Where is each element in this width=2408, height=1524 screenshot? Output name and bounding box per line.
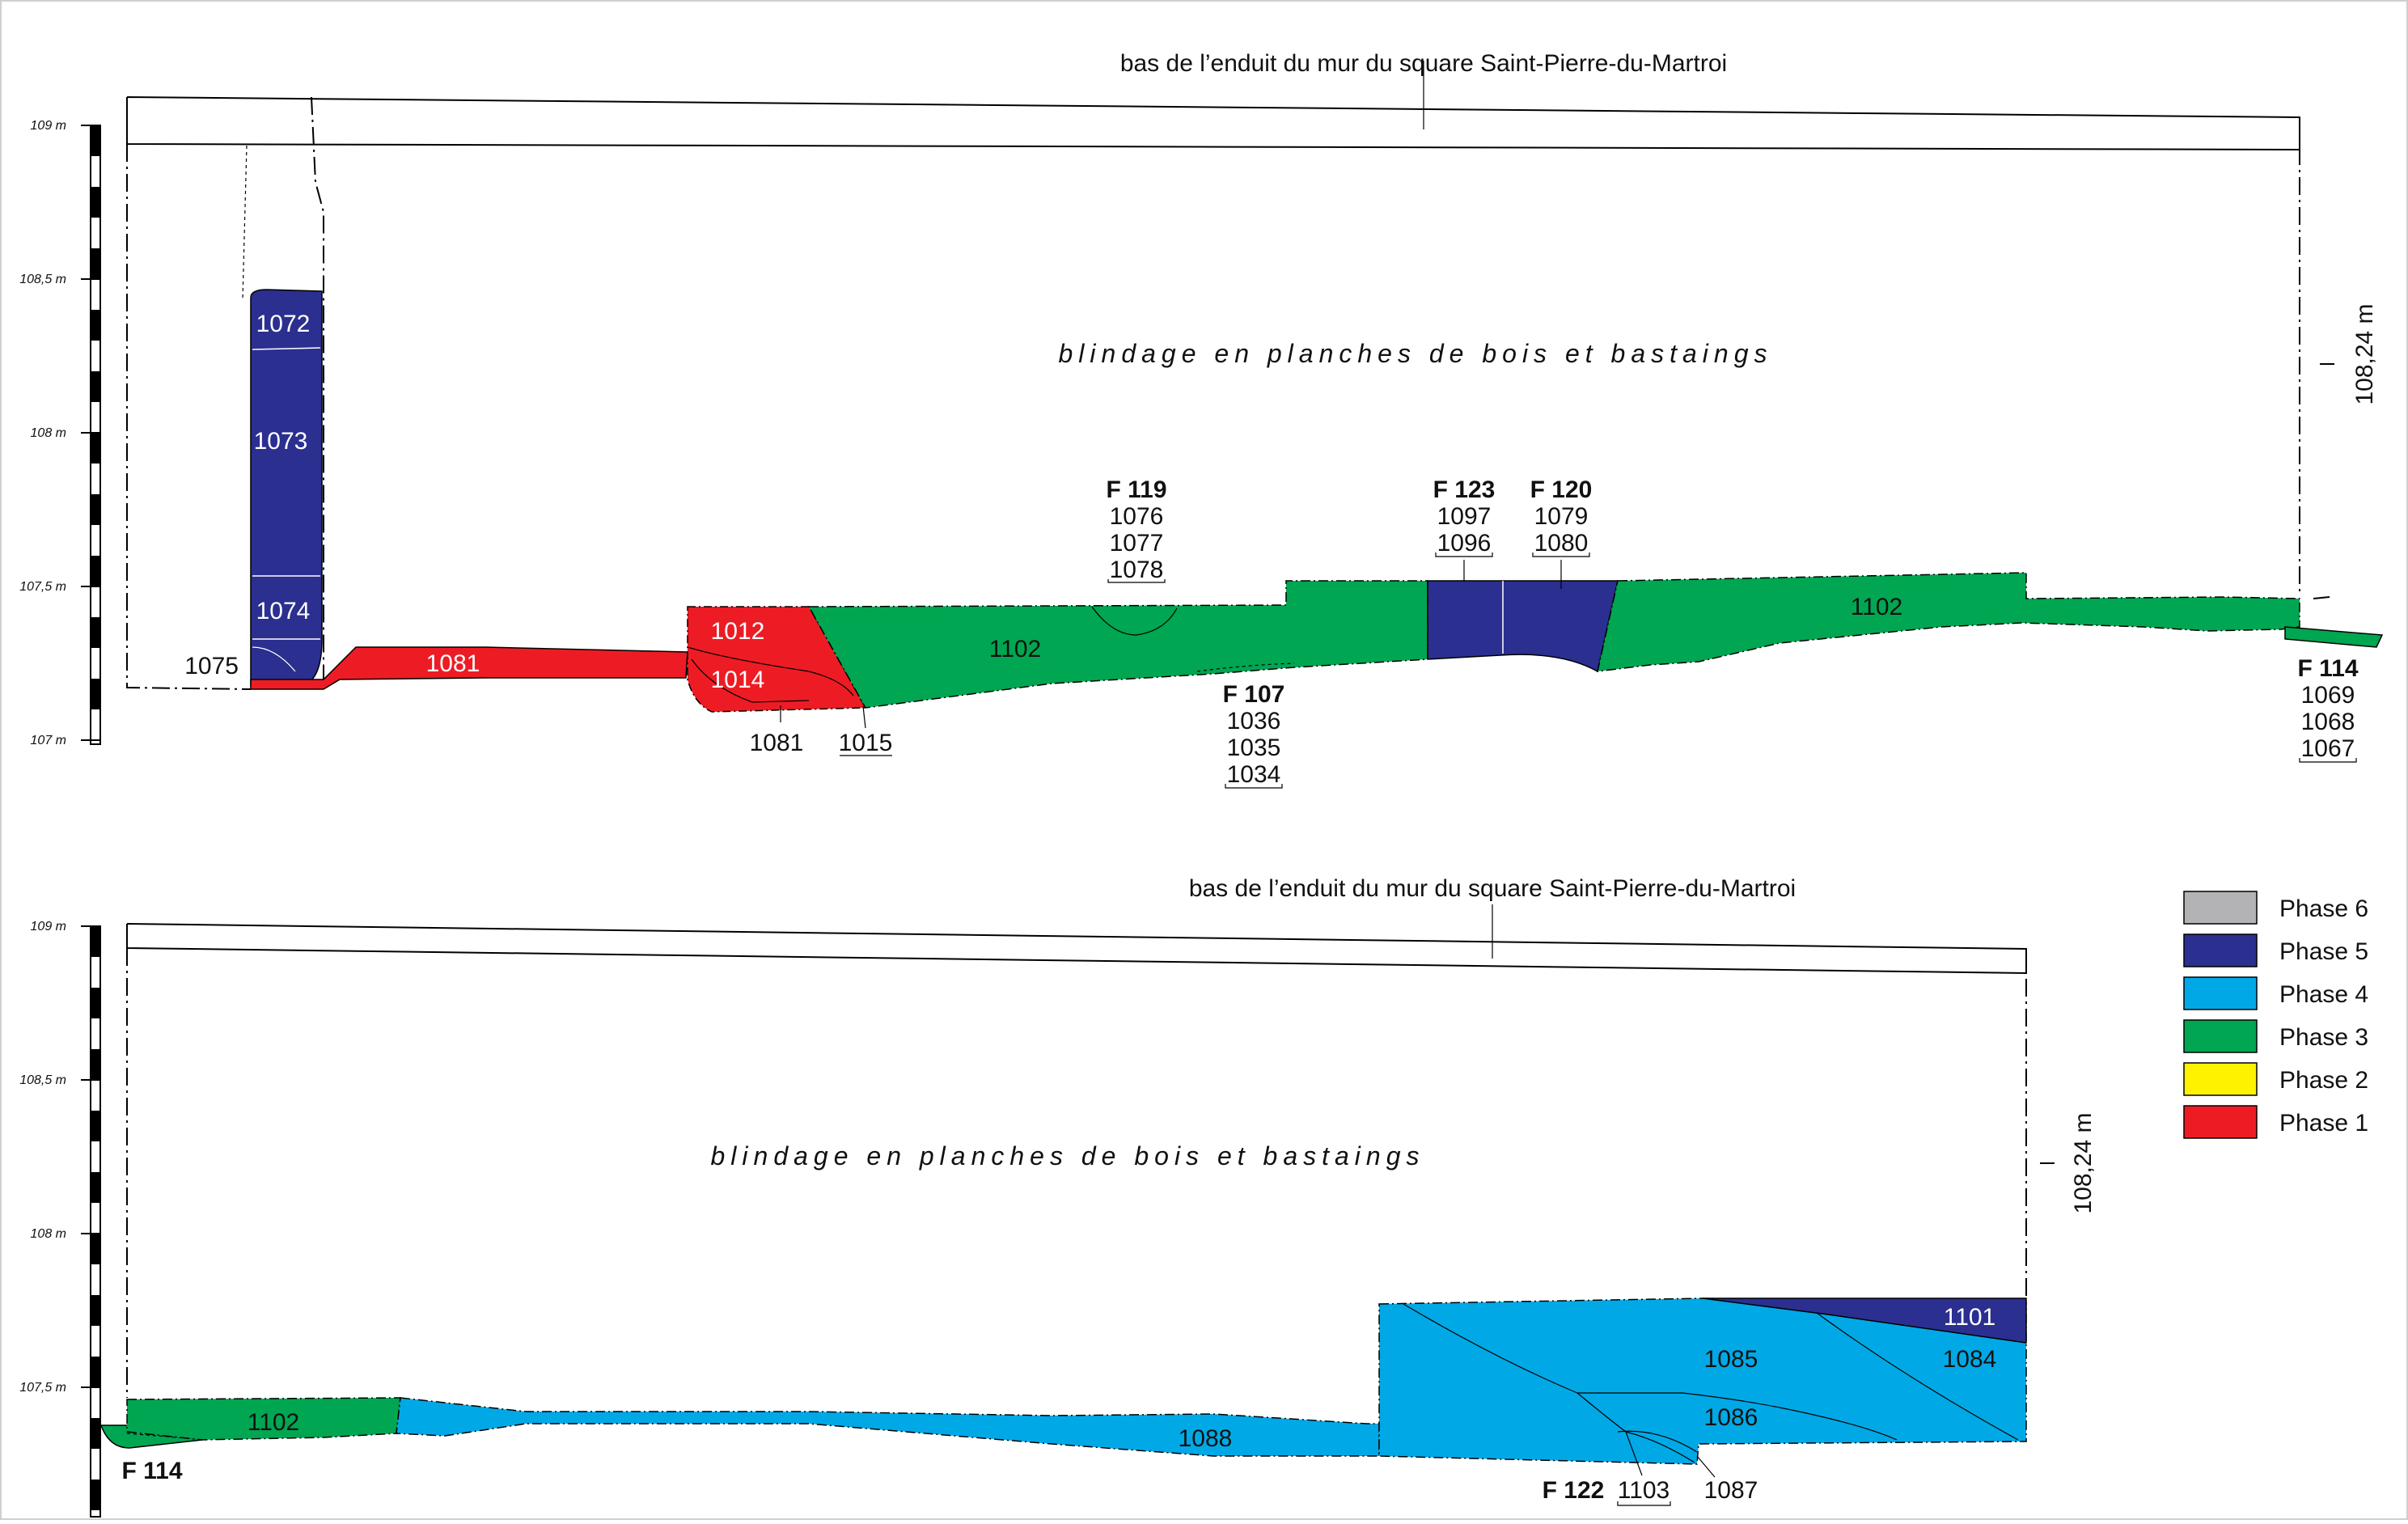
unit-1014: 1014 [711, 667, 765, 693]
unit-1081-a: 1081 [426, 650, 480, 677]
f107-1036: 1036 [1227, 708, 1281, 734]
unit-1081-b: 1081 [750, 730, 804, 756]
f123-name: F 123 [1433, 476, 1496, 503]
f123-f120-fill [1427, 580, 1619, 673]
unit-1102-a: 1102 [989, 636, 1042, 663]
f119-name: F 119 [1106, 476, 1166, 503]
unit-1073: 1073 [254, 428, 308, 455]
f114-1067: 1067 [2301, 735, 2355, 762]
scale-label-108-5: 108,5 m [19, 273, 66, 286]
unit-1102-bottom: 1102 [248, 1409, 300, 1436]
pit-left-dotted-top [242, 145, 248, 300]
unit-1072: 1072 [256, 311, 311, 337]
scale-label-108-b: 108 m [31, 1227, 66, 1241]
wall-render-band-top [126, 96, 2300, 151]
legend-label-phase-5: Phase 5 [2279, 938, 2368, 965]
unit-1103: 1103 [1618, 1477, 1670, 1504]
f114-bottom-name: F 114 [121, 1458, 182, 1484]
elevation-label-bottom: 108,24 m [2070, 1112, 2097, 1213]
legend-label-phase-3: Phase 3 [2279, 1024, 2368, 1051]
scale-bar-top: 109 m 108,5 m 108 m 107,5 m 107 m [19, 119, 101, 747]
unit-1087: 1087 [1704, 1477, 1758, 1504]
scale-label-107: 107 m [31, 734, 66, 747]
unit-1081-fill [250, 646, 688, 690]
f120-name: F 120 [1530, 476, 1593, 503]
unit-1085: 1085 [1704, 1346, 1758, 1373]
unit-1074: 1074 [256, 598, 311, 624]
f119-1076: 1076 [1110, 503, 1164, 530]
unit-1084: 1084 [1943, 1346, 1997, 1373]
shoring-label-top: blindage en planches de bois et bastaing… [1059, 339, 1773, 368]
phase-legend: Phase 6 Phase 5 Phase 4 Phase 3 Phase 2 … [2183, 891, 2368, 1139]
legend-swatch-phase-6 [2183, 891, 2258, 925]
wall-title-top: bas de l’enduit du mur du square Saint-P… [1120, 50, 1727, 77]
scale-label-107-5-b: 107,5 m [19, 1381, 66, 1395]
pit-right-edge-top [311, 96, 324, 688]
f107-1034: 1034 [1227, 761, 1281, 788]
wall-render-band-bottom [126, 923, 2027, 975]
scale-label-108-5-b: 108,5 m [19, 1073, 66, 1087]
section-left-edge-top [126, 144, 252, 690]
unit-1088: 1088 [1179, 1425, 1233, 1452]
f114-top-name: F 114 [2297, 655, 2358, 682]
unit-1075: 1075 [184, 653, 239, 679]
f120-1080: 1080 [1534, 530, 1589, 557]
legend-label-phase-4: Phase 4 [2279, 981, 2368, 1008]
scale-label-107-5: 107,5 m [19, 580, 66, 594]
f114-bottom-fill [99, 1425, 203, 1449]
f123-1096: 1096 [1437, 530, 1492, 557]
unit-1088-fill [396, 1397, 1380, 1457]
f119-1078: 1078 [1110, 557, 1164, 583]
f114-1068: 1068 [2301, 709, 2355, 735]
wall-title-bottom: bas de l’enduit du mur du square Saint-P… [1189, 875, 1796, 902]
f107-1035: 1035 [1227, 734, 1281, 761]
legend-label-phase-6: Phase 6 [2279, 895, 2368, 922]
legend-swatch-phase-4 [2183, 976, 2258, 1010]
unit-1102-b: 1102 [1851, 594, 1903, 620]
unit-1102-a-fill [807, 580, 1428, 709]
legend-swatch-phase-1 [2183, 1105, 2258, 1139]
unit-1086: 1086 [1704, 1404, 1758, 1431]
unit-1102-b-fill [1597, 572, 2300, 672]
shoring-label-bottom: blindage en planches de bois et bastaing… [711, 1141, 1425, 1171]
unit-1101-fill [1702, 1298, 2027, 1344]
unit-1101: 1101 [1944, 1304, 1996, 1331]
legend-swatch-phase-3 [2183, 1019, 2258, 1053]
f120-1079: 1079 [1534, 503, 1589, 530]
top-section: bas de l’enduit du mur du square Saint-P… [126, 50, 2384, 789]
unit-1015: 1015 [839, 730, 893, 756]
legend-swatch-phase-5 [2183, 933, 2258, 967]
scale-label-108: 108 m [31, 426, 66, 440]
scale-bar-bottom: 109 m 108,5 m 108 m 107,5 m [19, 920, 101, 1518]
legend-label-phase-1: Phase 1 [2279, 1110, 2368, 1137]
f114-1069: 1069 [2301, 682, 2355, 709]
f119-1077: 1077 [1110, 530, 1164, 557]
f123-1097: 1097 [1437, 503, 1492, 530]
bottom-section: bas de l’enduit du mur du square Saint-P… [99, 875, 2097, 1506]
elevation-label-top: 108,24 m [2351, 303, 2378, 404]
scale-label-109-b: 109 m [31, 920, 66, 933]
f122-name: F 122 [1543, 1477, 1605, 1504]
legend-swatch-phase-2 [2183, 1062, 2258, 1096]
legend-label-phase-2: Phase 2 [2279, 1067, 2368, 1094]
scale-label-109: 109 m [31, 119, 66, 133]
unit-1012: 1012 [711, 618, 765, 645]
unit-1012-1014-fill [687, 606, 867, 713]
f114-top-fill [2284, 626, 2384, 648]
f107-name: F 107 [1223, 681, 1285, 708]
